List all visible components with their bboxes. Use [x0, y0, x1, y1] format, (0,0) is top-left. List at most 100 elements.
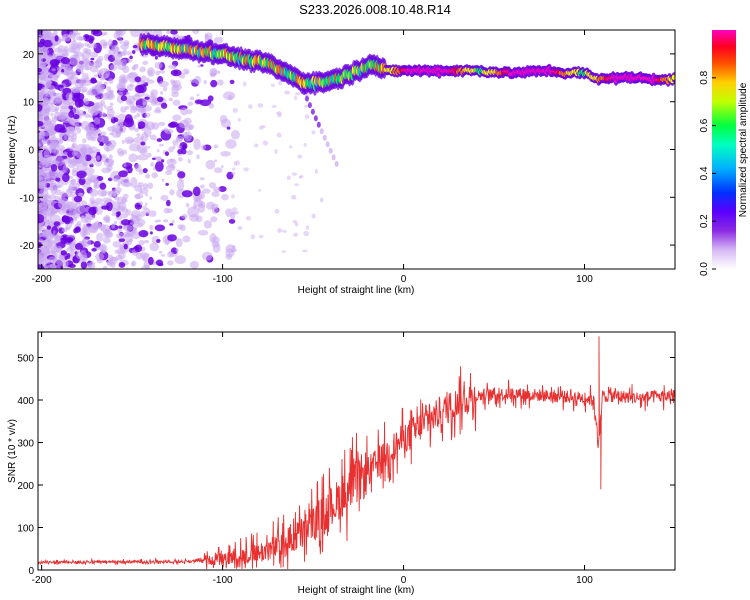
spectrogram-noise-blob [68, 102, 75, 107]
spectrogram-ridge-core [671, 74, 675, 80]
spectrogram-noise-blob [134, 164, 142, 173]
spectrogram-noise-blob [168, 97, 173, 102]
spectrogram-noise-blob [189, 96, 195, 101]
colorbar-gradient [712, 30, 736, 269]
spectrogram-noise-blob [182, 235, 191, 243]
spectrogram-noise-blob [72, 186, 77, 191]
spectrogram-noise-blob [81, 86, 88, 93]
spectrogram-noise-blob [294, 183, 300, 186]
spectrogram-noise-blob [213, 144, 219, 149]
spectrogram-noise-blob [181, 190, 193, 198]
spectrogram-noise-blob [159, 70, 166, 74]
spectrogram-noise-blob [133, 115, 137, 119]
spectrogram-ytick-label: 0 [28, 146, 34, 157]
spectrogram-ytick-label: -10 [20, 193, 35, 204]
spectrogram-noise-blob [228, 218, 236, 224]
spectrogram-noise-blob [186, 34, 191, 38]
spectrogram-noise-blob [261, 125, 266, 128]
spectrogram-noise-blob [59, 221, 65, 225]
spectrogram-noise-blob [61, 159, 66, 163]
spectrogram-noise-blob [110, 170, 121, 181]
spectrogram-noise-blob [177, 145, 182, 149]
spectrogram-noise-blob [75, 227, 80, 232]
spectrogram-noise-blob [78, 177, 86, 186]
spectrogram-noise-blob [196, 154, 200, 160]
spectrogram-noise-blob [164, 151, 170, 157]
spectrogram-noise-blob [98, 68, 111, 80]
spectrogram-noise-blob [156, 138, 163, 142]
spectrogram-noise-blob [80, 43, 85, 48]
spectrogram-noise-blob [172, 139, 179, 146]
spectrogram-noise-blob [49, 95, 56, 105]
spectrogram-noise-blob [114, 186, 122, 194]
spectrogram-noise-blob [100, 142, 104, 146]
spectrogram-noise-blob [80, 215, 90, 224]
spectrogram-noise-blob [124, 136, 135, 145]
spectrogram-noise-blob [187, 101, 194, 106]
spectrogram-noise-blob [177, 224, 183, 230]
spectrogram-noise-blob [178, 177, 183, 181]
spectrogram-noise-blob [50, 112, 54, 117]
spectrogram-streak-blob [304, 95, 309, 102]
spectrogram-noise-blob [208, 182, 217, 189]
spectrogram-noise-blob [100, 111, 107, 118]
spectrogram-streak-blob [331, 154, 336, 161]
spectrogram-noise-blob [220, 118, 232, 128]
spectrogram-noise-blob [38, 165, 41, 169]
spectrogram-noise-blob [185, 70, 189, 75]
spectrogram-noise-blob [168, 164, 176, 169]
spectrogram-noise-blob [78, 98, 84, 107]
spectrogram-noise-blob [82, 50, 91, 60]
spectrogram-noise-blob [118, 151, 125, 157]
spectrogram-noise-blob [95, 206, 103, 215]
spectrogram-noise-blob [118, 113, 127, 120]
spectrogram-noise-blob [189, 260, 200, 269]
spectrogram-noise-blob [151, 157, 156, 161]
spectrogram-noise-blob [63, 215, 71, 225]
spectrogram-noise-blob [311, 213, 316, 219]
spectrogram-noise-blob [38, 193, 43, 198]
spectrogram-noise-blob [257, 103, 264, 108]
spectrogram-noise-blob [235, 160, 240, 166]
spectrogram-noise-blob [160, 194, 169, 202]
spectrogram-noise-blob [146, 77, 150, 81]
spectrogram-noise-blob [38, 67, 43, 73]
spectrogram-streak-blob [316, 121, 321, 128]
spectrogram-noise-blob [80, 154, 87, 162]
spectrogram-noise-blob [81, 238, 92, 248]
spectrogram-noise-blob [146, 152, 152, 158]
spectrogram-noise-blob [258, 189, 262, 192]
spectrogram-noise-blob [297, 154, 303, 159]
spectrogram-noise-blob [52, 188, 55, 191]
spectrogram-noise-blob [217, 70, 221, 75]
spectrogram-noise-blob [243, 81, 247, 87]
spectrogram-noise-blob [70, 241, 76, 247]
spectrogram-noise-blob [59, 191, 67, 198]
spectrogram-noise-blob [73, 54, 79, 59]
spectrogram-noise-blob [139, 66, 146, 73]
spectrogram-noise-blob [232, 107, 238, 113]
spectrogram-noise-blob [52, 76, 58, 81]
spectrogram-noise-blob [164, 128, 174, 135]
spectrogram-noise-blob [72, 134, 78, 140]
snr-xtick-label: -100 [213, 575, 233, 586]
spectrogram-noise-blob [38, 150, 43, 159]
spectrogram-noise-blob [216, 79, 224, 86]
spectrogram-streak-blob [334, 160, 339, 167]
spectrogram-noise-blob [65, 71, 70, 76]
spectrogram-noise-blob [159, 143, 164, 147]
spectrogram-noise-blob [177, 148, 183, 155]
spectrogram-noise-blob [118, 225, 123, 229]
spectrogram-noise-blob [305, 225, 310, 231]
spectrogram-noise-blob [96, 232, 104, 242]
spectrogram-noise-blob [125, 95, 136, 104]
spectrogram-noise-blob [83, 97, 90, 105]
spectrogram-noise-blob [178, 156, 183, 162]
spectrogram-noise-blob [108, 154, 113, 160]
spectrogram-streak-blob [328, 147, 333, 154]
spectrogram-noise-blob [286, 175, 291, 181]
spectrogram-noise-blob [205, 159, 216, 170]
spectrogram-noise-blob [167, 251, 175, 258]
spectrogram-noise-blob [60, 57, 70, 65]
spectrogram-noise-blob [90, 261, 96, 266]
